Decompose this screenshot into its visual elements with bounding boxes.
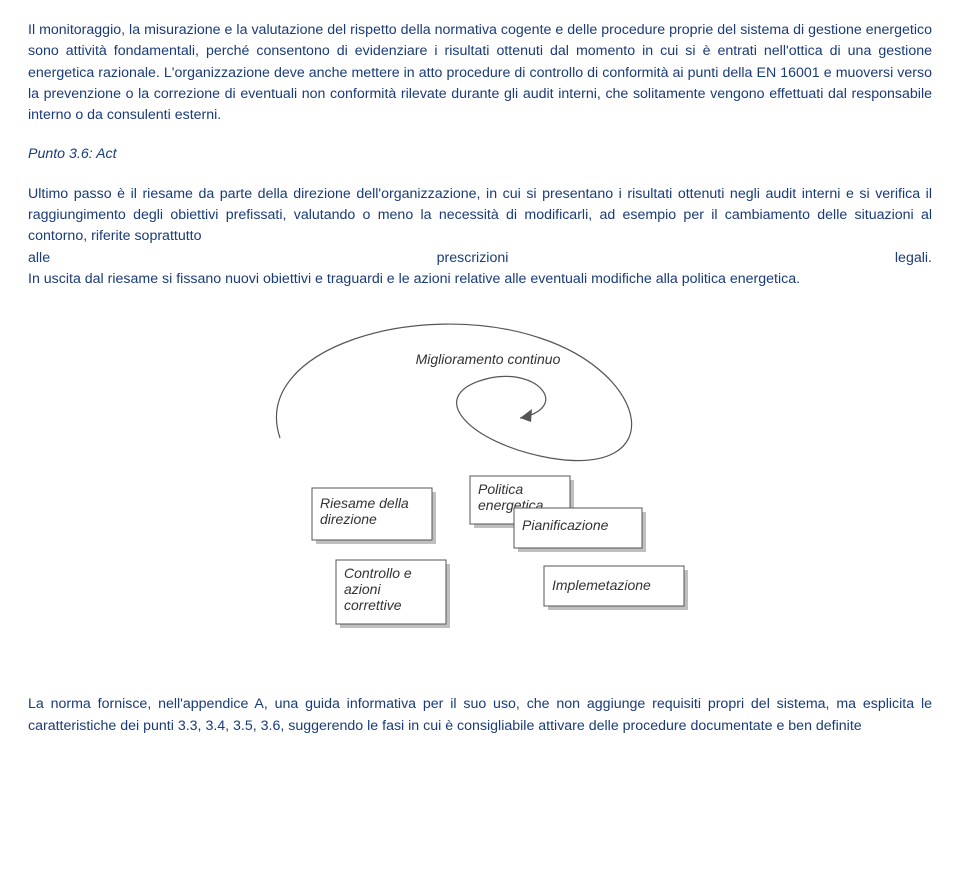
svg-text:Riesame della: Riesame della xyxy=(320,495,409,511)
svg-text:Controllo e: Controllo e xyxy=(344,565,412,581)
p2b-word-3: legali. xyxy=(895,250,932,266)
heading-punto-3-6: Punto 3.6: Act xyxy=(28,144,932,165)
paragraph-1: Il monitoraggio, la misurazione e la val… xyxy=(28,20,932,126)
svg-text:Miglioramento continuo: Miglioramento continuo xyxy=(416,351,561,367)
svg-text:correttive: correttive xyxy=(344,597,402,613)
svg-text:direzione: direzione xyxy=(320,511,377,527)
p2b-word-1: alle xyxy=(28,250,50,266)
svg-text:azioni: azioni xyxy=(344,581,381,597)
paragraph-2a: Ultimo passo è il riesame da parte della… xyxy=(28,184,932,248)
pdca-diagram-svg: Miglioramento continuo Riesame delladirez… xyxy=(220,308,740,668)
paragraph-2c: In uscita dal riesame si fissano nuovi o… xyxy=(28,269,932,290)
svg-text:Implemetazione: Implemetazione xyxy=(552,577,651,593)
svg-text:Pianificazione: Pianificazione xyxy=(522,517,609,533)
p2b-word-2: prescrizioni xyxy=(437,250,509,266)
paragraph-3: La norma fornisce, nell'appendice A, una… xyxy=(28,694,932,737)
pdca-diagram: Miglioramento continuo Riesame delladirez… xyxy=(28,308,932,668)
svg-text:Politica: Politica xyxy=(478,481,523,497)
paragraph-2b: alle prescrizioni legali. xyxy=(28,248,932,269)
